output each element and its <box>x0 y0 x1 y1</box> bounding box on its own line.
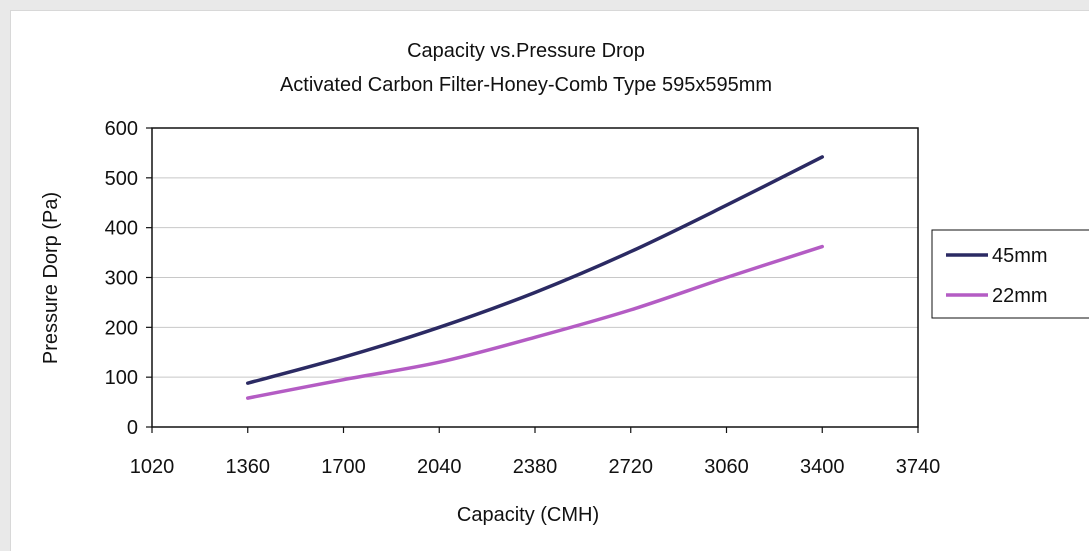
chart-frame <box>10 10 1089 551</box>
y-tick-label: 300 <box>105 268 138 290</box>
chart-title: Capacity vs.Pressure Drop <box>407 40 645 62</box>
legend-label-22mm: 22mm <box>992 285 1048 307</box>
series-lines <box>246 155 824 400</box>
x-tick-label: 2380 <box>513 456 558 478</box>
x-tick-label: 1700 <box>321 456 366 478</box>
x-axis-title: Capacity (CMH) <box>457 504 599 526</box>
x-tick-label: 2040 <box>417 456 462 478</box>
legend-label-45mm: 45mm <box>992 245 1048 267</box>
series-line-22mm <box>246 244 824 400</box>
x-tick-label: 2720 <box>609 456 654 478</box>
x-tick-label: 3400 <box>800 456 845 478</box>
legend: 45mm 22mm <box>931 229 1089 319</box>
y-tick-label: 100 <box>105 367 138 389</box>
x-tick-label: 3060 <box>704 456 749 478</box>
gridlines <box>152 177 918 378</box>
x-tick-label: 1360 <box>226 456 271 478</box>
series-line-45mm <box>246 155 824 385</box>
y-tick-label: 600 <box>105 118 138 140</box>
x-tick-label: 3740 <box>896 456 941 478</box>
legend-box <box>931 229 1089 319</box>
y-tick-label: 200 <box>105 317 138 339</box>
chart-subtitle: Activated Carbon Filter-Honey-Comb Type … <box>280 74 772 96</box>
y-tick-label: 0 <box>127 417 138 439</box>
y-tick-label: 500 <box>105 168 138 190</box>
axis-ticks: 0 100 200 300 400 500 600 1020 1360 1700 2040 2380 2… <box>105 118 941 478</box>
x-tick-label: 1020 <box>130 456 175 478</box>
y-axis-title: Pressure Dorp (Pa) <box>40 192 62 364</box>
y-tick-label: 400 <box>105 218 138 240</box>
